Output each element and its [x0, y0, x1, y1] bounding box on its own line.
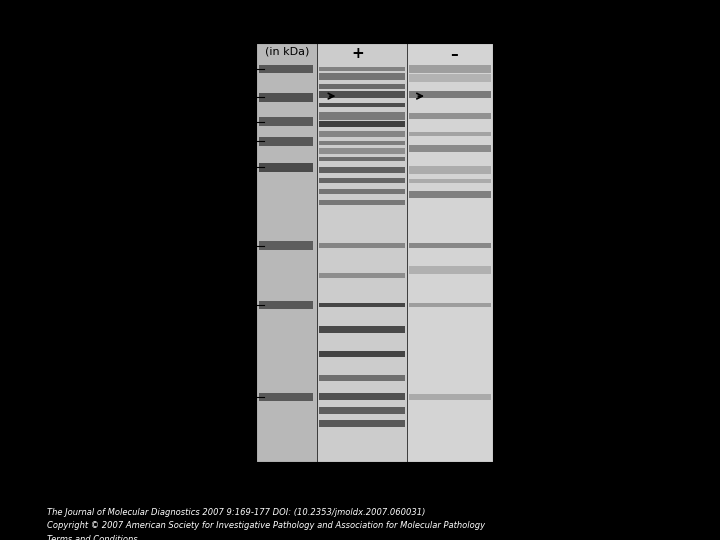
- FancyBboxPatch shape: [259, 241, 313, 250]
- FancyBboxPatch shape: [319, 178, 405, 184]
- Text: MW: MW: [266, 29, 292, 42]
- FancyBboxPatch shape: [259, 393, 313, 401]
- FancyBboxPatch shape: [259, 117, 313, 126]
- FancyBboxPatch shape: [319, 104, 405, 107]
- Text: 40: 40: [236, 163, 248, 172]
- FancyBboxPatch shape: [317, 43, 407, 462]
- FancyBboxPatch shape: [256, 43, 317, 462]
- Text: 50: 50: [236, 137, 248, 146]
- FancyBboxPatch shape: [319, 167, 405, 173]
- FancyBboxPatch shape: [319, 189, 405, 194]
- FancyBboxPatch shape: [319, 73, 405, 80]
- FancyBboxPatch shape: [319, 91, 405, 98]
- Text: Figure 2: Figure 2: [329, 12, 391, 27]
- FancyBboxPatch shape: [409, 244, 491, 248]
- FancyBboxPatch shape: [319, 303, 405, 307]
- FancyBboxPatch shape: [409, 179, 491, 183]
- FancyBboxPatch shape: [259, 301, 313, 309]
- FancyBboxPatch shape: [259, 65, 313, 73]
- FancyBboxPatch shape: [259, 163, 313, 172]
- Text: Copyright © 2007 American Society for Investigative Pathology and Association fo: Copyright © 2007 American Society for In…: [47, 521, 485, 530]
- FancyBboxPatch shape: [409, 266, 491, 274]
- FancyBboxPatch shape: [409, 191, 491, 198]
- FancyBboxPatch shape: [319, 68, 405, 71]
- Text: 15: 15: [236, 300, 248, 310]
- FancyBboxPatch shape: [319, 122, 405, 127]
- FancyBboxPatch shape: [319, 131, 405, 137]
- FancyBboxPatch shape: [319, 326, 405, 333]
- FancyBboxPatch shape: [409, 132, 491, 136]
- FancyBboxPatch shape: [319, 200, 405, 205]
- Text: The Journal of Molecular Diagnostics 2007 9:169-177 DOI: (10.2353/jmoldx.2007.06: The Journal of Molecular Diagnostics 200…: [47, 508, 426, 517]
- FancyBboxPatch shape: [319, 157, 405, 161]
- Text: (in kDa): (in kDa): [265, 46, 310, 56]
- FancyBboxPatch shape: [319, 375, 405, 381]
- FancyBboxPatch shape: [409, 113, 491, 119]
- FancyBboxPatch shape: [409, 394, 491, 400]
- Text: 85: 85: [236, 92, 248, 102]
- FancyBboxPatch shape: [409, 166, 491, 174]
- FancyBboxPatch shape: [409, 303, 491, 307]
- FancyBboxPatch shape: [259, 93, 313, 102]
- FancyBboxPatch shape: [319, 243, 405, 248]
- FancyBboxPatch shape: [319, 394, 405, 400]
- Text: +: +: [351, 46, 364, 62]
- FancyBboxPatch shape: [407, 43, 493, 462]
- FancyBboxPatch shape: [319, 141, 405, 145]
- Text: 60: 60: [236, 117, 248, 126]
- FancyBboxPatch shape: [409, 91, 491, 98]
- Text: 25: 25: [236, 241, 248, 251]
- FancyBboxPatch shape: [319, 350, 405, 357]
- FancyBboxPatch shape: [319, 273, 405, 278]
- FancyBboxPatch shape: [319, 84, 405, 89]
- FancyBboxPatch shape: [409, 65, 491, 73]
- FancyBboxPatch shape: [259, 137, 313, 146]
- FancyBboxPatch shape: [319, 148, 405, 154]
- Text: 120: 120: [230, 64, 248, 74]
- FancyBboxPatch shape: [319, 420, 405, 428]
- FancyBboxPatch shape: [319, 112, 405, 120]
- Text: NaVO$_4$: NaVO$_4$: [344, 25, 390, 40]
- FancyBboxPatch shape: [409, 75, 491, 82]
- FancyBboxPatch shape: [319, 407, 405, 414]
- FancyBboxPatch shape: [409, 145, 491, 152]
- Text: Terms and Conditions: Terms and Conditions: [47, 535, 138, 540]
- Text: –: –: [450, 46, 457, 62]
- Text: 5: 5: [242, 392, 248, 402]
